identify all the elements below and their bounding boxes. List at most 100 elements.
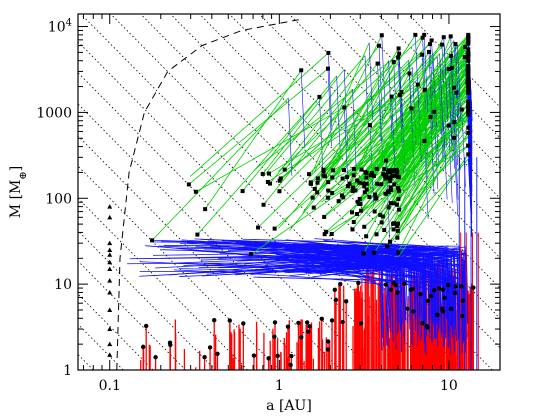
gas-giant-marker [462,55,467,60]
gas-giant-track [387,114,469,192]
solid-marker [432,288,437,293]
gas-giant-marker [373,192,378,197]
solid-marker [425,298,431,304]
inner-edge-marker [107,259,113,265]
gas-giant-marker [272,226,277,231]
inner-edge-marker [107,214,113,220]
gas-giant-marker [374,166,379,171]
gas-giant-marker [326,50,331,55]
gas-giant-marker [466,103,471,108]
gas-giant-marker [361,181,366,186]
gas-giant-marker [466,76,471,81]
solid-marker [215,351,220,356]
gas-giant-track [204,70,302,210]
gas-giant-marker [380,214,385,219]
gas-giant-marker [359,208,364,213]
solid-marker [325,339,331,344]
gas-giant-marker [261,202,266,207]
gas-giant-marker [311,205,316,210]
solid-marker [340,319,345,325]
gas-giant-track [310,53,440,185]
y-axis-title: M [M⊕] [8,166,29,218]
solid-marker [304,320,310,325]
gas-giant-marker [397,92,402,97]
gas-giant-marker [426,49,431,54]
gas-giant-marker [381,172,386,177]
gas-giant-marker [362,190,367,195]
gas-giant-marker [350,210,355,215]
ice-giant-track [300,70,306,148]
ice-giant-track [310,246,466,344]
solid-marker [358,321,364,326]
ice-giant-track [319,247,437,339]
gas-giant-marker [308,181,313,186]
solid-marker [435,312,440,318]
gas-giant-marker [312,186,317,191]
gas-giant-marker [466,39,471,44]
solid-marker [453,290,458,296]
solid-marker [143,323,149,329]
ice-giant-track [284,268,406,345]
gas-giant-marker [466,152,471,157]
gas-giant-marker [466,41,471,46]
solid-marker [343,299,349,304]
x-axis-title: a [AU] [266,398,312,414]
gas-giant-marker [341,168,346,173]
inner-edge-marker [107,204,113,209]
gas-giant-marker [422,32,427,37]
gas-giant-track [317,55,452,179]
gas-giant-marker [459,107,464,112]
solid-marker [325,347,331,352]
gas-giant-track [323,60,389,176]
gas-giant-marker [465,80,470,85]
gas-giant-marker [395,235,400,240]
gas-giant-marker [384,172,389,177]
solid-marker [299,335,304,340]
gas-giant-marker [392,221,397,226]
gas-giant-marker [326,180,331,185]
gas-giant-marker [392,182,397,187]
gas-giant-marker [466,32,471,37]
solid-marker [402,281,407,286]
gas-giant-marker [393,173,398,178]
gas-giant-marker [395,224,400,229]
gas-giant-track [279,59,410,192]
gas-giant-track [189,52,329,177]
gas-giant-marker [351,173,356,178]
gas-giant-marker [452,135,457,140]
ice-giant-track [323,258,389,348]
gas-giant-marker [321,167,326,172]
gas-giant-marker [367,123,372,128]
solid-marker [420,320,425,326]
gas-giant-marker [361,251,366,256]
gas-giant-marker [330,190,335,195]
gas-giant-marker [307,172,312,177]
y-tick-label: 1000 [36,105,72,121]
ice-giant-track [255,268,467,326]
gas-giant-marker [396,186,401,191]
gas-giant-marker [454,90,459,95]
ice-giant-track [328,52,333,131]
gas-giant-marker [466,64,471,69]
gas-giant-marker [377,43,382,48]
gas-giant-marker [355,178,360,183]
gas-giant-marker [466,125,471,130]
gas-giant-marker [345,184,350,189]
y-tick-label: 100 [45,191,72,207]
inner-edge-marker [107,307,113,312]
gas-giant-marker [362,184,367,189]
gas-giant-marker [429,38,434,43]
dotted-guide-line [199,14,500,319]
gas-giant-marker [379,220,384,225]
solid-marker [227,318,232,323]
gas-giant-marker [325,66,330,71]
gas-giant-marker [389,188,394,193]
gas-giant-marker [357,180,362,185]
gas-giant-marker [391,59,396,64]
gas-giant-marker [382,167,387,172]
gas-giant-marker [396,188,401,193]
ice-giant-track [443,44,449,122]
gas-giant-marker [369,171,374,176]
solid-marker [471,285,476,290]
